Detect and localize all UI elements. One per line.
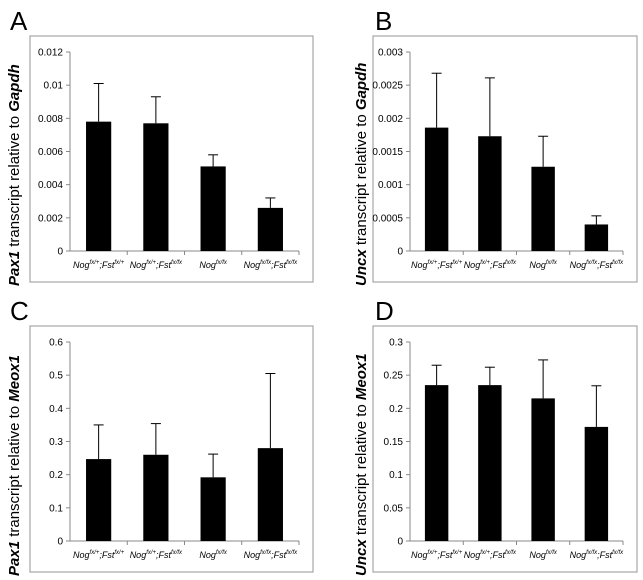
- x-tick-label: Nogfx/+;Fstfx/+: [411, 260, 463, 270]
- y-tick-label: 0: [397, 537, 403, 548]
- bar: [257, 207, 283, 251]
- y-tick-label: 0.5: [49, 371, 63, 382]
- bar-chart: 0 0.0005 0.001 0.0015 0.002 0.0025 0.003 Nogfx/…: [372, 35, 638, 283]
- x-tick-label: Nogfx/+;Fstfx/fx: [130, 260, 183, 270]
- x-tick-label: Nogfx/fx;Fstfx/fx: [570, 260, 625, 270]
- x-tick-label: Nogfx/+;Fstfx/fx: [464, 550, 517, 560]
- bar: [478, 136, 502, 251]
- x-tick-label: Nogfx/+;Fstfx/+: [73, 550, 125, 560]
- bar: [424, 385, 449, 541]
- y-tick-label: 0.05: [384, 503, 404, 514]
- bar: [86, 459, 112, 541]
- y-tick-label: 0.2: [49, 470, 63, 481]
- y-tick-label: 0.01: [44, 81, 64, 92]
- y-tick-label: 0: [57, 537, 63, 548]
- bar: [424, 127, 449, 251]
- y-tick-label: 0.3: [389, 338, 403, 349]
- y-tick-label: 0.002: [378, 114, 403, 125]
- x-tick-label: Nogfx/fx: [529, 550, 558, 560]
- y-tick-label: 0.012: [38, 48, 63, 59]
- y-tick-label: 0: [397, 247, 403, 258]
- chart-panel-a: A Pax1 transcript relative to Gapdh 0 0.0…: [0, 0, 320, 290]
- y-tick-label: 0.002: [38, 213, 63, 224]
- y-tick-label: 0.6: [49, 338, 63, 349]
- x-tick-label: Nogfx/+;Fstfx/+: [73, 260, 125, 270]
- bar-chart: 0 0.002 0.004 0.006 0.008 0.01 0.012 Nogfx/+;Fs…: [29, 35, 314, 283]
- panel-letter: B: [375, 6, 393, 36]
- bar: [143, 123, 169, 251]
- chart-panel-b: B Uncx transcript relative to Gapdh 0 0.0…: [323, 0, 643, 290]
- bar: [257, 448, 283, 541]
- x-tick-label: Nogfx/fx: [199, 550, 228, 560]
- y-tick-label: 0.004: [38, 180, 63, 191]
- bar: [200, 166, 226, 251]
- y-tick-label: 0.003: [378, 48, 403, 59]
- y-tick-label: 0.1: [49, 503, 63, 514]
- y-tick-label: 0.4: [49, 404, 63, 415]
- chart-panel-d: D Uncx transcript relative to Meox1 0 0.0…: [323, 290, 643, 580]
- bar: [584, 224, 609, 251]
- bar: [86, 121, 112, 252]
- bar: [584, 426, 609, 541]
- y-tick-label: 0.008: [38, 114, 63, 125]
- y-tick-label: 0.0005: [372, 213, 403, 224]
- panel-letter: C: [10, 296, 29, 326]
- panel-letter: D: [375, 296, 394, 326]
- x-tick-label: Nogfx/+;Fstfx/fx: [464, 260, 517, 270]
- panel-letter: A: [10, 6, 28, 36]
- chart-panel-c: C Pax1 transcript relative to Meox1 0 0.1…: [0, 290, 320, 580]
- y-tick-label: 0.0015: [372, 147, 403, 158]
- bar: [200, 477, 226, 541]
- x-tick-label: Nogfx/fx;Fstfx/fx: [570, 550, 625, 560]
- bar: [531, 166, 555, 251]
- x-tick-label: Nogfx/fx;Fstfx/fx: [244, 550, 299, 560]
- y-tick-label: 0.006: [38, 147, 63, 158]
- y-tick-label: 0.2: [389, 404, 403, 415]
- bar-chart: 0 0.1 0.2 0.3 0.4 0.5 0.6 Nogfx/+;Fstfx/+ Nogfx/…: [29, 325, 314, 573]
- y-tick-label: 0.15: [384, 437, 404, 448]
- x-tick-label: Nogfx/fx;Fstfx/fx: [244, 260, 299, 270]
- bar: [478, 385, 502, 541]
- x-tick-label: Nogfx/fx: [199, 260, 228, 270]
- y-tick-label: 0: [57, 247, 63, 258]
- y-tick-label: 0.0025: [372, 81, 403, 92]
- y-tick-label: 0.001: [378, 180, 403, 191]
- y-tick-label: 0.25: [384, 371, 404, 382]
- bar: [143, 454, 169, 541]
- bar: [531, 398, 555, 541]
- y-tick-label: 0.1: [389, 470, 403, 481]
- x-tick-label: Nogfx/fx: [529, 260, 558, 270]
- x-tick-label: Nogfx/+;Fstfx/fx: [130, 550, 183, 560]
- x-tick-label: Nogfx/+;Fstfx/+: [411, 550, 463, 560]
- y-tick-label: 0.3: [49, 437, 63, 448]
